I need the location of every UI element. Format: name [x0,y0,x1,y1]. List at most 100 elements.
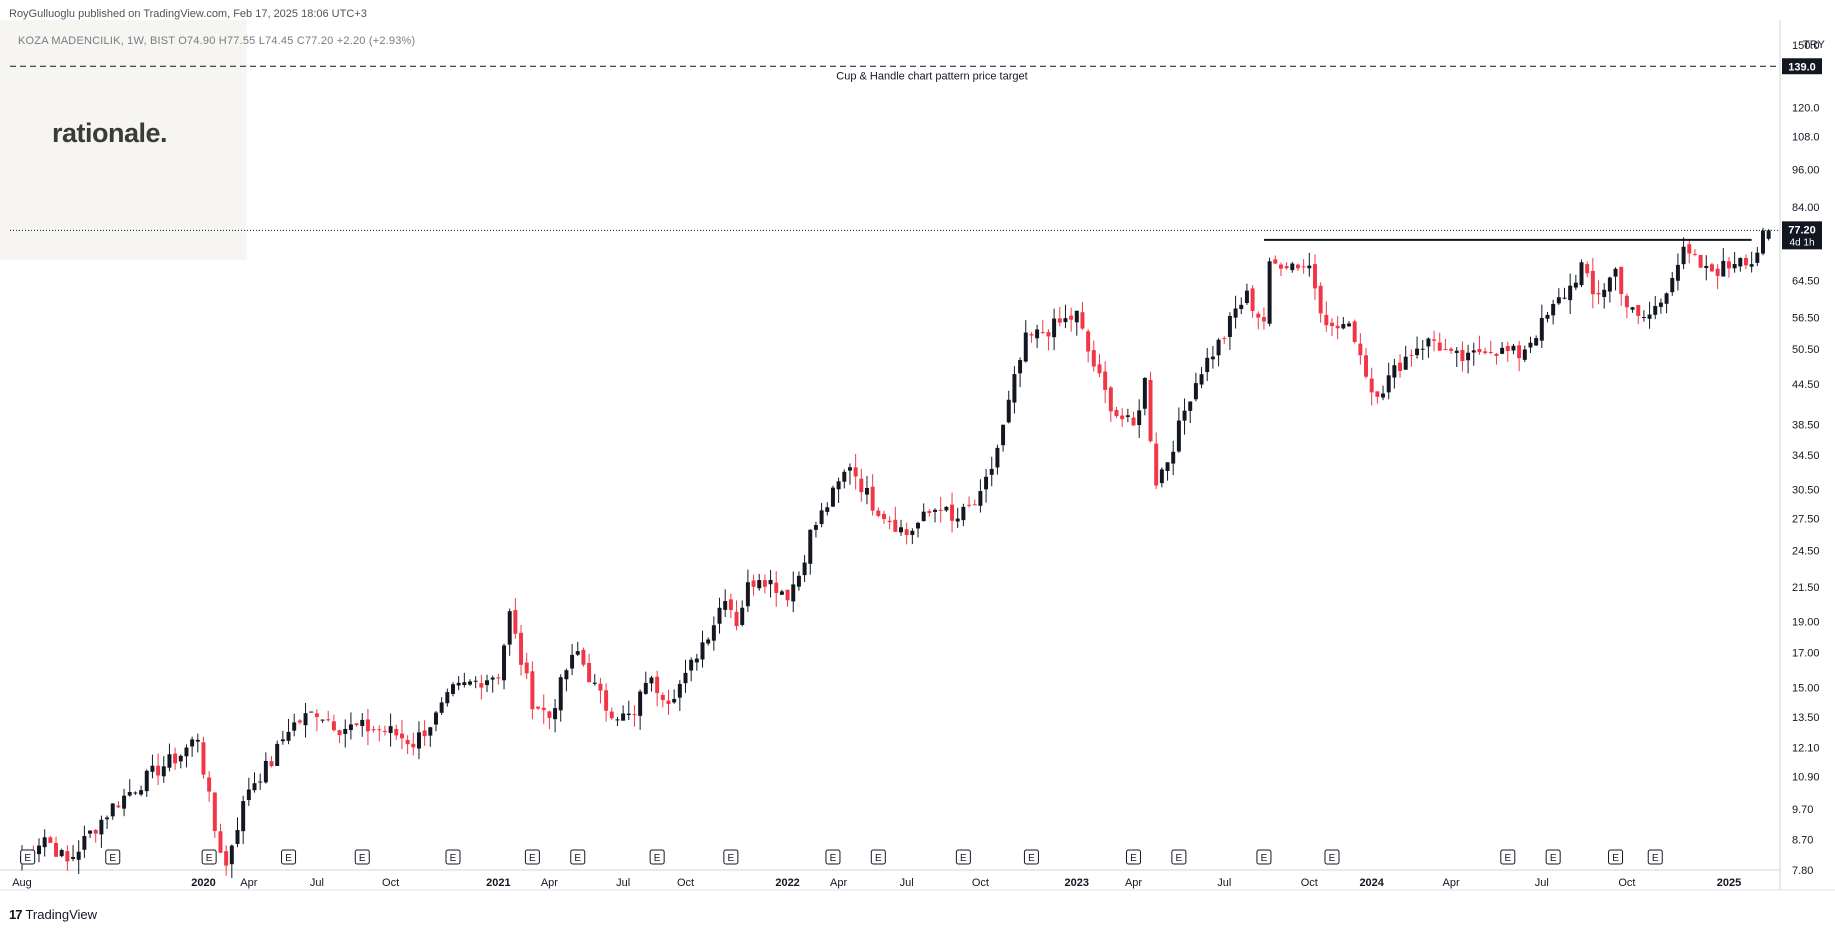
candle-body [1653,306,1658,315]
candle [1471,342,1476,366]
candle-body [1074,310,1079,323]
candle [1732,251,1737,273]
candle [1318,282,1323,323]
candle [1052,308,1057,351]
candle [428,726,433,747]
candle-body [1312,264,1317,289]
candle-body [1738,258,1743,267]
candle [1261,307,1266,330]
candle-body [1681,246,1686,265]
time-tick-label: Jul [1217,877,1231,889]
candle [904,522,909,545]
candle [1392,358,1397,389]
candle [314,709,319,732]
candle [723,589,728,617]
earnings-marker-box [870,849,886,865]
candle-body [570,654,575,669]
earnings-marker-label: E [109,853,116,864]
candle-body [1743,257,1748,266]
earnings-marker-box [1647,849,1663,865]
candle-body [1528,342,1533,348]
earnings-marker-label: E [830,853,837,864]
candle-body [326,719,331,721]
candle [643,671,648,695]
candle-body [416,732,421,749]
candle-body [1347,323,1351,327]
candle [1415,336,1420,359]
candle-body [592,682,597,684]
candle [893,506,898,532]
candle-body [847,467,852,471]
candle [524,652,529,679]
symbol-legend[interactable]: KOZA MADENCILIK, 1W, BIST O74.90 H77.55 … [18,35,416,47]
candle-body [439,702,444,713]
candle [683,659,688,693]
candle [995,444,1000,475]
candle [547,710,552,730]
candle [1018,357,1023,388]
candle [71,845,76,862]
earnings-marker-label: E [1612,853,1619,864]
candle [382,725,387,736]
earnings-marker-box [445,849,461,865]
candle-body [1562,297,1567,299]
candle-body [519,632,524,665]
candle-body [1573,282,1578,288]
candle [1364,348,1369,379]
candle-body [473,680,478,682]
earnings-marker-box [1608,849,1624,865]
candle [944,505,949,512]
candle [916,521,920,538]
earnings-marker-box [649,849,665,865]
candle [42,829,47,857]
time-tick-label: 2023 [1065,877,1089,889]
candle [82,825,87,858]
candle-body [638,691,643,716]
candle [1125,408,1130,423]
candle [1653,296,1658,320]
candle-body [1647,314,1652,319]
candle-body [1483,351,1488,354]
earnings-marker-label: E [1028,853,1035,864]
candle-body [1477,349,1482,353]
candle-body [1766,230,1771,239]
candle-body [1290,263,1295,271]
candle [1324,301,1329,332]
candle-body [621,713,626,721]
candle [1233,295,1238,329]
candle-body [1698,254,1703,268]
candle-body [899,527,903,533]
tradingview-logo[interactable]: 17 TradingView [9,907,97,922]
candle [105,815,110,829]
earnings-marker: E [445,849,461,865]
candle [456,676,461,691]
candle-body [1488,351,1493,353]
candle-body [1210,356,1215,360]
candle-body [59,850,64,857]
candle [1607,276,1612,303]
candle-body [451,684,455,694]
candle-body [1324,314,1329,326]
candle-body [1233,308,1238,318]
candle [1256,311,1261,330]
candle [479,674,484,700]
earnings-marker-label: E [285,853,292,864]
candle-body [76,851,81,860]
time-tick-label: Jul [310,877,324,889]
candle-body [927,511,932,513]
candle-body [649,677,654,684]
candle-body [785,589,790,601]
candle [246,777,251,806]
candle-body [1012,374,1017,403]
candle-body [1301,266,1306,268]
candle [882,510,886,524]
candle [1420,339,1425,360]
candle [632,705,637,727]
candle [263,752,268,784]
candle [933,508,938,523]
candle-body [1244,290,1249,304]
earnings-marker-box [1256,849,1272,865]
candle-body [1080,312,1085,329]
candle [116,801,121,809]
